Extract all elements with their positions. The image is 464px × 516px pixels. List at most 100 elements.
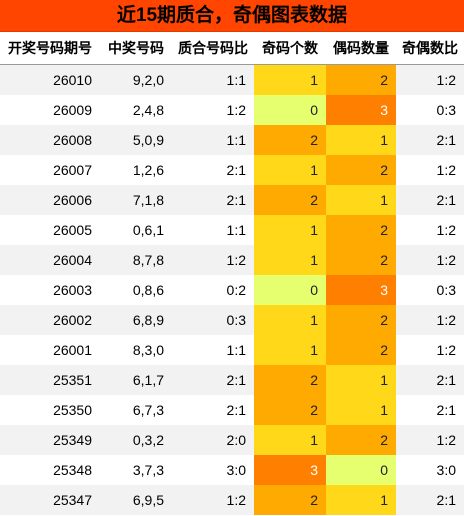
numbers-cell: 7,1,8 [100, 185, 172, 215]
table-row: 25347 6,9,5 1:2 2 1 2:1 [0, 485, 464, 515]
issue-cell: 26006 [0, 185, 100, 215]
prime-ratio-cell: 2:1 [172, 185, 254, 215]
table-row: 26003 0,8,6 0:2 0 3 0:3 [0, 275, 464, 305]
issue-cell: 26004 [0, 245, 100, 275]
even-count-cell: 2 [326, 155, 396, 185]
odd-even-ratio-cell: 1:2 [396, 215, 464, 245]
table-row: 25351 6,1,7 2:1 2 1 2:1 [0, 365, 464, 395]
odd-even-ratio-cell: 2:1 [396, 485, 464, 515]
numbers-cell: 8,7,8 [100, 245, 172, 275]
table-header-row: 开奖号码期号 中奖号码 质合号码比 奇码个数 偶码数量 奇偶数比 [0, 32, 464, 65]
prime-ratio-cell: 1:1 [172, 125, 254, 155]
prime-ratio-cell: 1:1 [172, 335, 254, 365]
odd-even-ratio-cell: 3:0 [396, 455, 464, 485]
column-header-issue: 开奖号码期号 [0, 32, 100, 65]
table-row: 26010 9,2,0 1:1 1 2 1:2 [0, 64, 464, 95]
prime-ratio-cell: 3:0 [172, 455, 254, 485]
page-title: 近15期质合，奇偶图表数据 [0, 0, 464, 32]
column-header-odd-even-ratio: 奇偶数比 [396, 32, 464, 65]
numbers-cell: 1,2,6 [100, 155, 172, 185]
odd-even-ratio-cell: 1:2 [396, 64, 464, 95]
prime-ratio-cell: 2:1 [172, 155, 254, 185]
odd-count-cell: 1 [254, 155, 326, 185]
issue-cell: 25349 [0, 425, 100, 455]
table-row: 26009 2,4,8 1:2 0 3 0:3 [0, 95, 464, 125]
odd-count-cell: 0 [254, 95, 326, 125]
prime-ratio-cell: 1:2 [172, 485, 254, 515]
odd-count-cell: 1 [254, 64, 326, 95]
odd-even-ratio-cell: 0:3 [396, 275, 464, 305]
table-row: 26008 5,0,9 1:1 2 1 2:1 [0, 125, 464, 155]
table-row: 25350 6,7,3 2:1 2 1 2:1 [0, 395, 464, 425]
column-header-prime-ratio: 质合号码比 [172, 32, 254, 65]
prime-ratio-cell: 0:3 [172, 305, 254, 335]
odd-even-ratio-cell: 0:3 [396, 95, 464, 125]
odd-count-cell: 1 [254, 425, 326, 455]
odd-count-cell: 2 [254, 395, 326, 425]
even-count-cell: 1 [326, 395, 396, 425]
issue-cell: 25350 [0, 395, 100, 425]
even-count-cell: 2 [326, 215, 396, 245]
odd-count-cell: 2 [254, 185, 326, 215]
numbers-cell: 3,7,3 [100, 455, 172, 485]
table-row: 26007 1,2,6 2:1 1 2 1:2 [0, 155, 464, 185]
numbers-cell: 8,3,0 [100, 335, 172, 365]
prime-ratio-cell: 2:1 [172, 365, 254, 395]
prime-ratio-cell: 1:2 [172, 245, 254, 275]
numbers-cell: 6,9,5 [100, 485, 172, 515]
even-count-cell: 1 [326, 485, 396, 515]
numbers-cell: 6,1,7 [100, 365, 172, 395]
numbers-cell: 6,8,9 [100, 305, 172, 335]
odd-even-ratio-cell: 1:2 [396, 335, 464, 365]
column-header-odd-count: 奇码个数 [254, 32, 326, 65]
prime-ratio-cell: 1:1 [172, 215, 254, 245]
table-body: 26010 9,2,0 1:1 1 2 1:2 26009 2,4,8 1:2 0 3 0:3 2600… [0, 64, 464, 515]
prime-ratio-cell: 0:2 [172, 275, 254, 305]
odd-count-cell: 2 [254, 485, 326, 515]
odd-count-cell: 2 [254, 365, 326, 395]
issue-cell: 26001 [0, 335, 100, 365]
table-row: 26001 8,3,0 1:1 1 2 1:2 [0, 335, 464, 365]
odd-even-ratio-cell: 2:1 [396, 125, 464, 155]
table-row: 26004 8,7,8 1:2 1 2 1:2 [0, 245, 464, 275]
prime-ratio-cell: 2:1 [172, 395, 254, 425]
issue-cell: 26007 [0, 155, 100, 185]
column-header-numbers: 中奖号码 [100, 32, 172, 65]
even-count-cell: 2 [326, 64, 396, 95]
numbers-cell: 9,2,0 [100, 64, 172, 95]
odd-even-ratio-cell: 2:1 [396, 185, 464, 215]
prime-ratio-cell: 1:1 [172, 64, 254, 95]
even-count-cell: 3 [326, 95, 396, 125]
prime-ratio-cell: 2:0 [172, 425, 254, 455]
even-count-cell: 2 [326, 305, 396, 335]
table-row: 26002 6,8,9 0:3 1 2 1:2 [0, 305, 464, 335]
odd-count-cell: 2 [254, 125, 326, 155]
even-count-cell: 1 [326, 185, 396, 215]
numbers-cell: 5,0,9 [100, 125, 172, 155]
issue-cell: 26005 [0, 215, 100, 245]
numbers-cell: 6,7,3 [100, 395, 172, 425]
numbers-cell: 0,8,6 [100, 275, 172, 305]
odd-count-cell: 1 [254, 335, 326, 365]
odd-count-cell: 0 [254, 275, 326, 305]
issue-cell: 26009 [0, 95, 100, 125]
results-table: 开奖号码期号 中奖号码 质合号码比 奇码个数 偶码数量 奇偶数比 26010 9,… [0, 32, 464, 515]
issue-cell: 26003 [0, 275, 100, 305]
column-header-even-count: 偶码数量 [326, 32, 396, 65]
issue-cell: 25348 [0, 455, 100, 485]
even-count-cell: 2 [326, 425, 396, 455]
odd-even-ratio-cell: 2:1 [396, 395, 464, 425]
even-count-cell: 0 [326, 455, 396, 485]
issue-cell: 25351 [0, 365, 100, 395]
table-row: 26006 7,1,8 2:1 2 1 2:1 [0, 185, 464, 215]
even-count-cell: 1 [326, 365, 396, 395]
odd-even-ratio-cell: 2:1 [396, 365, 464, 395]
table-row: 25348 3,7,3 3:0 3 0 3:0 [0, 455, 464, 485]
odd-even-ratio-cell: 1:2 [396, 425, 464, 455]
numbers-cell: 0,3,2 [100, 425, 172, 455]
odd-count-cell: 1 [254, 245, 326, 275]
issue-cell: 26010 [0, 64, 100, 95]
numbers-cell: 2,4,8 [100, 95, 172, 125]
issue-cell: 26008 [0, 125, 100, 155]
numbers-cell: 0,6,1 [100, 215, 172, 245]
